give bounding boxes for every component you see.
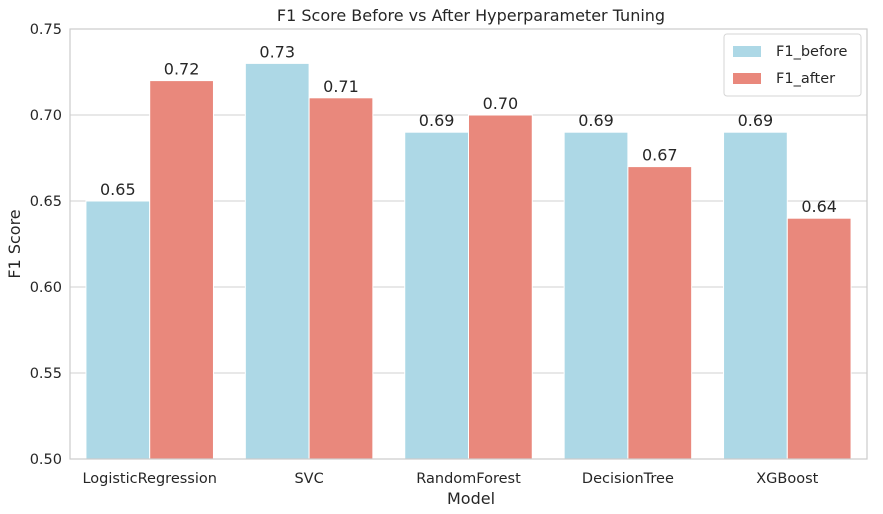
legend-label: F1_before: [776, 44, 848, 60]
x-tick-label: XGBoost: [756, 471, 818, 487]
y-axis-ticks: 0.50 0.55 0.60 0.65 0.70 0.75: [30, 22, 62, 468]
bar-value-label: 0.72: [164, 60, 200, 79]
y-tick-label: 0.65: [30, 194, 62, 210]
plot-frame: [69, 28, 868, 460]
bar-f1-after: [786, 217, 852, 460]
bar-value-label: 0.69: [738, 111, 774, 130]
bar-f1-before: [723, 131, 788, 460]
y-tick-label: 0.55: [30, 366, 62, 382]
x-tick-label: LogisticRegression: [82, 471, 216, 487]
y-tick-label: 0.60: [30, 280, 62, 296]
legend-label: F1_after: [776, 71, 835, 87]
bar-value-label: 0.71: [323, 77, 359, 96]
bar-value-label: 0.64: [801, 197, 837, 216]
x-axis-ticks: LogisticRegression SVC RandomForest Decisio…: [82, 471, 818, 487]
y-tick-label: 0.50: [30, 452, 62, 468]
bar-f1-after: [149, 80, 214, 460]
y-tick-label: 0.75: [30, 22, 62, 38]
bar-f1-before: [563, 131, 629, 460]
bar-value-label: 0.73: [259, 42, 295, 61]
x-tick-label: RandomForest: [416, 471, 521, 487]
value-labels: 0.65 0.72 0.73 0.71 0.69 0.70 0.69 0.67 0.69 0.64: [100, 42, 837, 216]
bar-f1-after: [627, 166, 693, 460]
legend: F1_before F1_after: [723, 33, 862, 97]
bar-f1-before: [404, 131, 469, 460]
bar-value-label: 0.70: [483, 94, 519, 113]
x-axis-label: Model: [447, 489, 495, 508]
bar-f1-after: [468, 114, 533, 460]
bar-value-label: 0.69: [419, 111, 455, 130]
x-tick-label: SVC: [294, 471, 323, 487]
bar-f1-after: [308, 97, 374, 460]
y-axis-label: F1 Score: [5, 209, 24, 278]
chart-title: F1 Score Before vs After Hyperparameter …: [277, 6, 665, 25]
bar-value-label: 0.65: [100, 180, 136, 199]
bar-value-label: 0.67: [642, 146, 678, 165]
bars: [85, 62, 852, 460]
bar-f1-before: [244, 62, 310, 460]
x-tick-label: DecisionTree: [582, 471, 674, 487]
y-tick-label: 0.70: [30, 108, 62, 124]
bar-value-label: 0.69: [578, 111, 614, 130]
legend-swatch: [733, 46, 761, 57]
legend-swatch: [733, 73, 761, 84]
bar-f1-before: [85, 200, 151, 460]
